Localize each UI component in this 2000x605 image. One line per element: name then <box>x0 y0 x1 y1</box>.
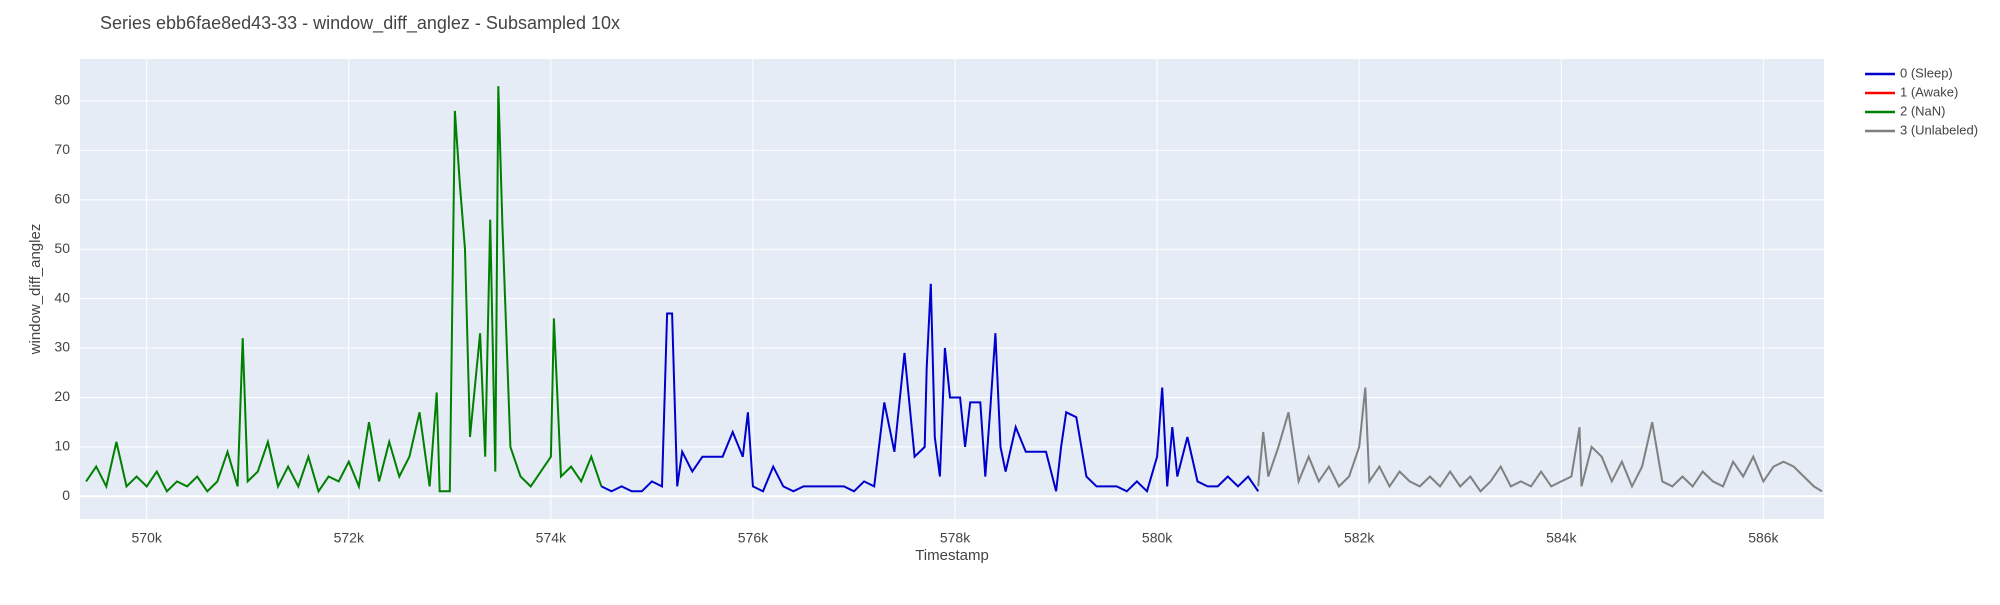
chart-title: Series ebb6fae8ed43-33 - window_diff_ang… <box>100 13 620 34</box>
series-line <box>600 283 1260 494</box>
legend-label: 2 (NaN) <box>1900 103 1946 118</box>
y-axis-label: window_diff_anglez <box>27 224 44 356</box>
y-tick-label: 70 <box>54 141 70 157</box>
x-tick-label: 570k <box>132 530 163 546</box>
plot-background <box>80 59 1824 519</box>
x-tick-label: 584k <box>1546 530 1577 546</box>
series-line <box>1257 387 1823 493</box>
y-tick-label: 20 <box>54 388 70 404</box>
legend-label: 1 (Awake) <box>1900 84 1958 99</box>
y-tick-label: 30 <box>54 339 70 355</box>
y-tick-label: 50 <box>54 240 70 256</box>
x-tick-label: 574k <box>536 530 567 546</box>
y-tick-label: 80 <box>54 92 70 108</box>
x-tick-label: 572k <box>334 530 365 546</box>
y-tick-label: 60 <box>54 191 70 207</box>
x-tick-label: 586k <box>1748 530 1779 546</box>
legend-label: 0 (Sleep) <box>1900 65 1953 80</box>
series-line <box>85 86 603 494</box>
x-tick-label: 578k <box>940 530 971 546</box>
y-tick-label: 40 <box>54 289 70 305</box>
x-tick-label: 582k <box>1344 530 1375 546</box>
y-tick-label: 10 <box>54 438 70 454</box>
x-tick-label: 580k <box>1142 530 1173 546</box>
legend-label: 3 (Unlabeled) <box>1900 122 1978 137</box>
x-axis-label: Timestamp <box>915 547 989 564</box>
y-tick-label: 0 <box>62 487 70 503</box>
x-tick-label: 576k <box>738 530 769 546</box>
